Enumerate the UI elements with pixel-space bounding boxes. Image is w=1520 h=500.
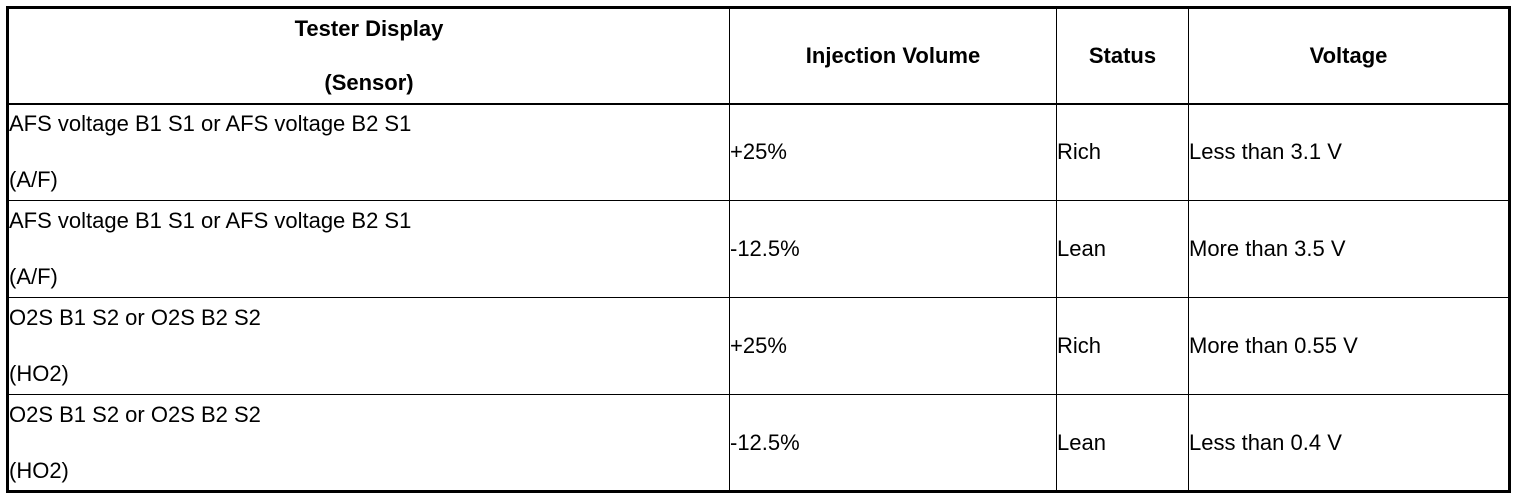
sensor-type: (A/F) xyxy=(9,264,58,289)
sensor-name: O2S B1 S2 or O2S B2 S2 xyxy=(9,401,261,427)
sensor-cell: AFS voltage B1 S1 or AFS voltage B2 S1 (… xyxy=(7,103,730,201)
status-cell: Lean xyxy=(1056,200,1189,298)
sensor-type: (A/F) xyxy=(9,167,58,193)
sensor-cell: AFS voltage B1 S1 or AFS voltage B2 S1 (… xyxy=(7,200,730,298)
header-tester-display: Tester Display (Sensor) xyxy=(7,7,730,105)
header-voltage: Voltage xyxy=(1188,7,1510,105)
table-body: AFS voltage B1 S1 or AFS voltage B2 S1 (… xyxy=(7,103,1510,492)
sensor-cell: O2S B1 S2 or O2S B2 S2 (HO2) xyxy=(7,297,730,395)
injection-volume-cell: +25% xyxy=(729,297,1057,395)
sensor-name: O2S B1 S2 or O2S B2 S2 xyxy=(9,305,261,330)
sensor-name: AFS voltage B1 S1 or AFS voltage B2 S1 xyxy=(9,208,412,233)
sensor-line-gap xyxy=(9,331,729,361)
header-tester-display-subtitle: (Sensor) xyxy=(324,69,414,95)
header-line-gap xyxy=(9,42,729,70)
header-row: Tester Display (Sensor) Injection Volume… xyxy=(7,7,1510,105)
voltage-cell: More than 3.5 V xyxy=(1188,200,1510,298)
sensor-line-gap xyxy=(9,234,729,264)
injection-volume-cell: -12.5% xyxy=(729,200,1057,298)
sensor-type: (HO2) xyxy=(9,457,69,483)
table-row: AFS voltage B1 S1 or AFS voltage B2 S1 (… xyxy=(7,200,1510,298)
tester-display-table: Tester Display (Sensor) Injection Volume… xyxy=(6,6,1511,493)
sensor-type: (HO2) xyxy=(9,361,69,386)
sensor-cell: O2S B1 S2 or O2S B2 S2 (HO2) xyxy=(7,394,730,492)
status-cell: Lean xyxy=(1056,394,1189,492)
voltage-cell: Less than 0.4 V xyxy=(1188,394,1510,492)
table-header: Tester Display (Sensor) Injection Volume… xyxy=(7,7,1510,105)
sensor-line-gap xyxy=(9,428,729,458)
header-injection-volume: Injection Volume xyxy=(729,7,1057,105)
table-row: O2S B1 S2 or O2S B2 S2 (HO2) +25% Rich M… xyxy=(7,297,1510,395)
sensor-line-gap xyxy=(9,137,729,167)
header-tester-display-title: Tester Display xyxy=(294,15,444,41)
injection-volume-cell: -12.5% xyxy=(729,394,1057,492)
voltage-cell: Less than 3.1 V xyxy=(1188,103,1510,201)
status-cell: Rich xyxy=(1056,103,1189,201)
voltage-cell: More than 0.55 V xyxy=(1188,297,1510,395)
table-row: O2S B1 S2 or O2S B2 S2 (HO2) -12.5% Lean… xyxy=(7,394,1510,492)
table-row: AFS voltage B1 S1 or AFS voltage B2 S1 (… xyxy=(7,103,1510,201)
sensor-name: AFS voltage B1 S1 or AFS voltage B2 S1 xyxy=(9,111,412,137)
injection-volume-cell: +25% xyxy=(729,103,1057,201)
header-status: Status xyxy=(1056,7,1189,105)
status-cell: Rich xyxy=(1056,297,1189,395)
